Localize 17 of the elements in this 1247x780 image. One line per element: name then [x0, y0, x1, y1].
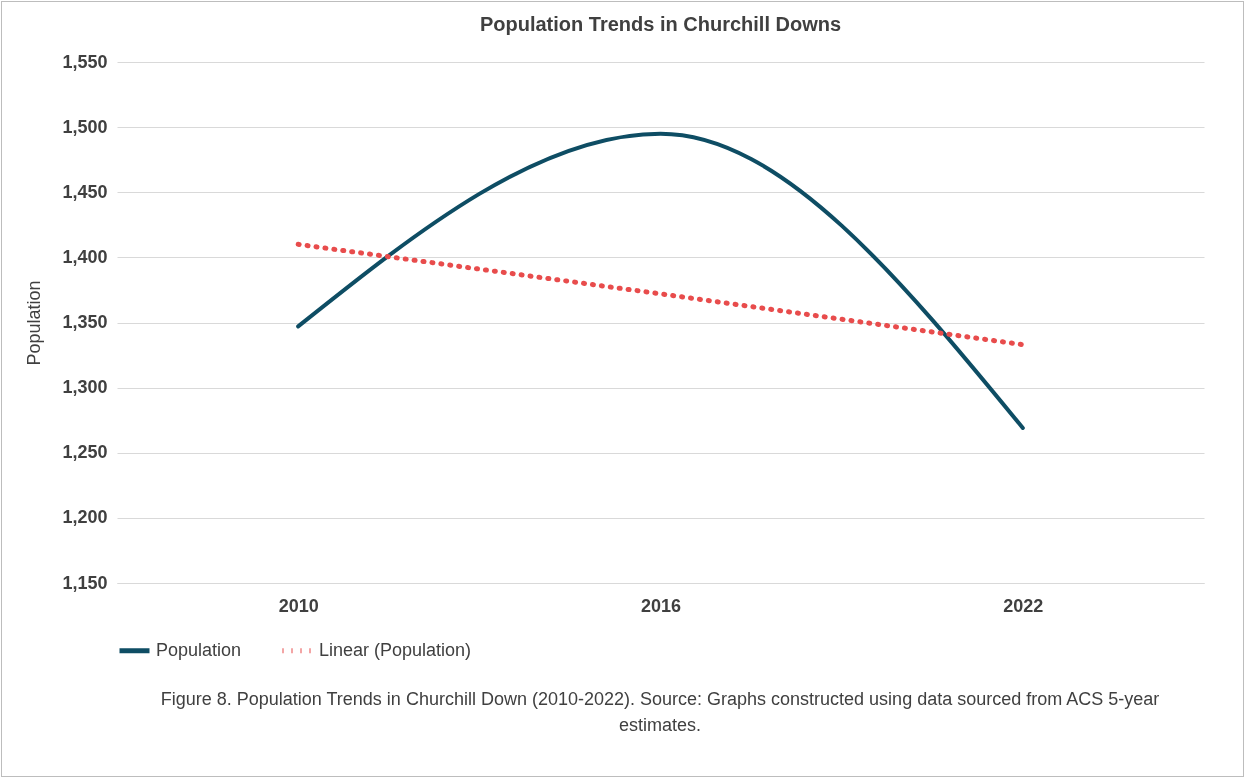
y-tick-label: 1,350: [62, 312, 108, 332]
y-tick-label: 1,500: [62, 116, 108, 137]
y-tick-label: 1,200: [62, 507, 108, 528]
y-tick-label: 1,150: [62, 572, 108, 593]
x-tick-label: 2016: [640, 595, 682, 616]
x-tick-label: 2010: [278, 595, 319, 616]
x-tick-label: 2022: [1003, 595, 1044, 616]
legend-label: Linear (Population): [319, 639, 472, 660]
caption: Figure 8. Population Trends in Churchill Down (2010-2022). Source: Graphs constructed using data sourced from ACS 5-year estimates.: [159, 688, 1161, 737]
y-tick-label: 1,250: [62, 442, 108, 463]
y-tick-label: 1,550: [62, 51, 108, 72]
chart-title: Population Trends in Churchill Downs: [479, 13, 842, 35]
y-tick-label: 1,450: [62, 181, 108, 202]
legend-label: Population: [156, 639, 242, 660]
y-tick-label: 1,300: [62, 377, 108, 398]
y-axis-title: Population: [24, 280, 45, 366]
y-tick-label: 1,400: [62, 246, 108, 267]
